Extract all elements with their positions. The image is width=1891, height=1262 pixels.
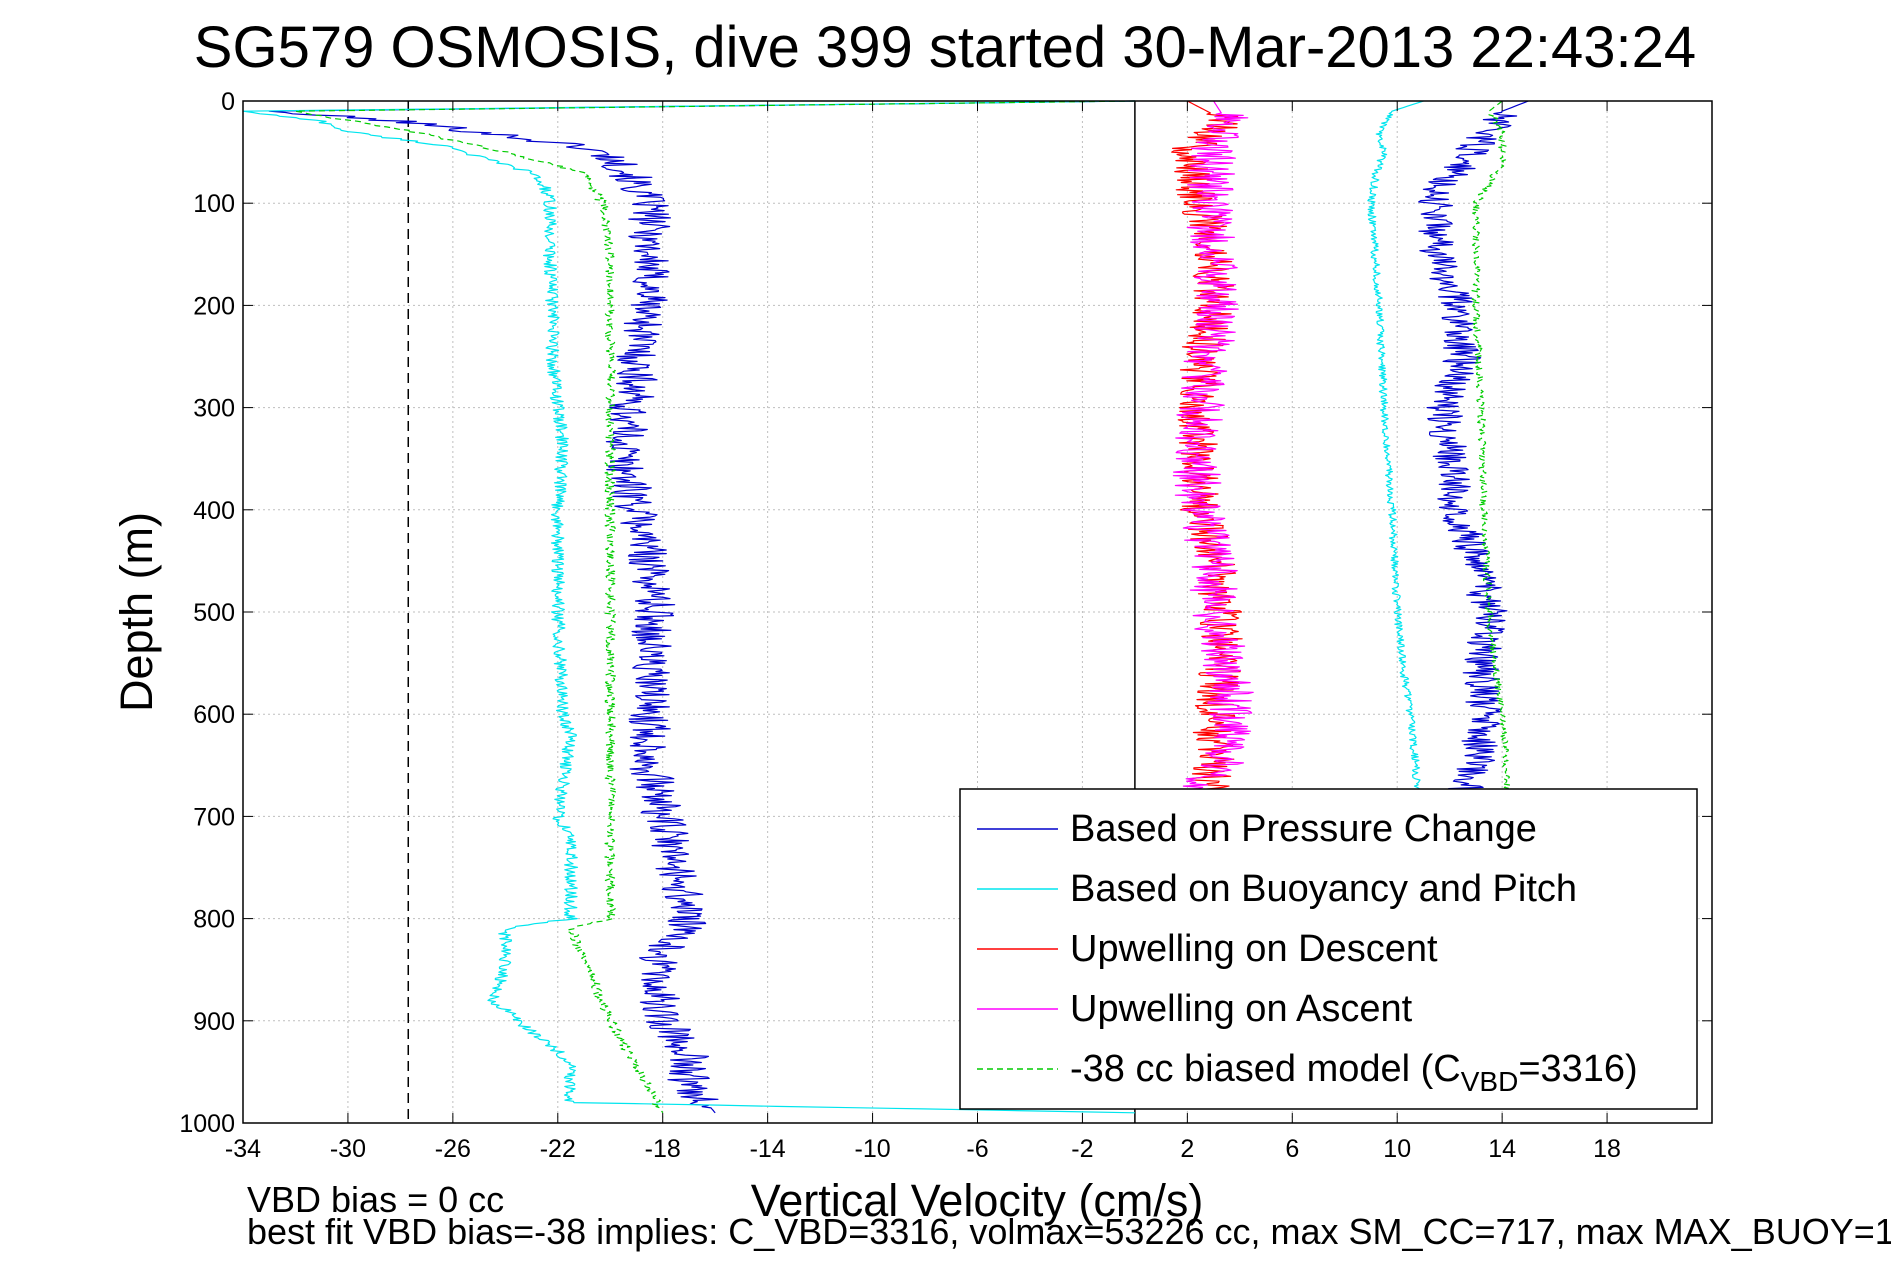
x-tick-label: 2 [1180,1135,1194,1163]
y-axis-label: Depth (m) [111,512,162,712]
legend-label-prefix: -38 cc biased model (C [1070,1048,1461,1090]
y-tick-label: 200 [193,292,235,320]
legend-label: Based on Buoyancy and Pitch [1070,868,1577,910]
x-axis-ticks: -34 -30 -26 -22 -18 -14 -10 -6 -2 2 6 10 14 18 [225,101,1621,1163]
legend-label: Upwelling on Descent [1070,928,1438,970]
y-tick-label: 800 [193,906,235,934]
x-tick-label: 6 [1285,1135,1299,1163]
y-tick-label: 900 [193,1008,235,1036]
x-tick-label: 14 [1488,1135,1516,1163]
footer-line-2: best fit VBD bias=-38 implies: C_VBD=331… [247,1211,1891,1252]
y-tick-label: 700 [193,803,235,831]
x-tick-label: -2 [1071,1135,1093,1163]
y-axis-ticks: 0 100 200 300 400 500 600 700 800 900 1000 [179,88,1712,1138]
series-line-upwelling-ascent [1157,100,1254,797]
legend-label: -38 cc biased model (CVBD=3316) [1070,1048,1638,1097]
x-tick-label: -30 [330,1135,366,1163]
x-tick-label: -6 [966,1135,988,1163]
chart-title: SG579 OSMOSIS, dive 399 started 30-Mar-2… [194,15,1696,80]
series-line-model-ascent [1471,100,1511,797]
x-tick-label: 10 [1383,1135,1411,1163]
legend-label-subscript: VBD [1461,1066,1519,1097]
y-tick-label: 100 [193,190,235,218]
series-group [242,100,1529,1114]
x-tick-label: -18 [645,1135,681,1163]
y-tick-label: 0 [221,88,235,116]
x-tick-label: -14 [750,1135,786,1163]
x-tick-label: -34 [225,1135,261,1163]
legend: Based on Pressure Change Based on Buoyanc… [959,788,1698,1110]
legend-box [959,788,1698,1110]
y-tick-label: 500 [193,599,235,627]
legend-label-suffix: =3316) [1518,1048,1637,1090]
x-tick-label: -10 [855,1135,891,1163]
series-line-buoyancy-descent [242,100,1135,1114]
y-tick-label: 300 [193,395,235,423]
x-tick-label: -22 [540,1135,576,1163]
y-tick-label: 1000 [179,1110,235,1138]
legend-label: Upwelling on Ascent [1070,988,1413,1030]
legend-label: Based on Pressure Change [1070,808,1537,850]
series-line-buoyancy-ascent [1367,100,1424,797]
y-tick-label: 600 [193,701,235,729]
series-line-pressure-ascent [1418,100,1529,797]
x-tick-label: -26 [435,1135,471,1163]
series-line-pressure-descent [268,100,1135,1114]
y-tick-label: 400 [193,497,235,525]
footer-line-1: VBD bias = 0 cc [247,1179,504,1220]
x-tick-label: 18 [1593,1135,1621,1163]
x-axis-label: Vertical Velocity (cm/s) [751,1175,1204,1226]
series-line-model-descent [294,100,1135,1114]
